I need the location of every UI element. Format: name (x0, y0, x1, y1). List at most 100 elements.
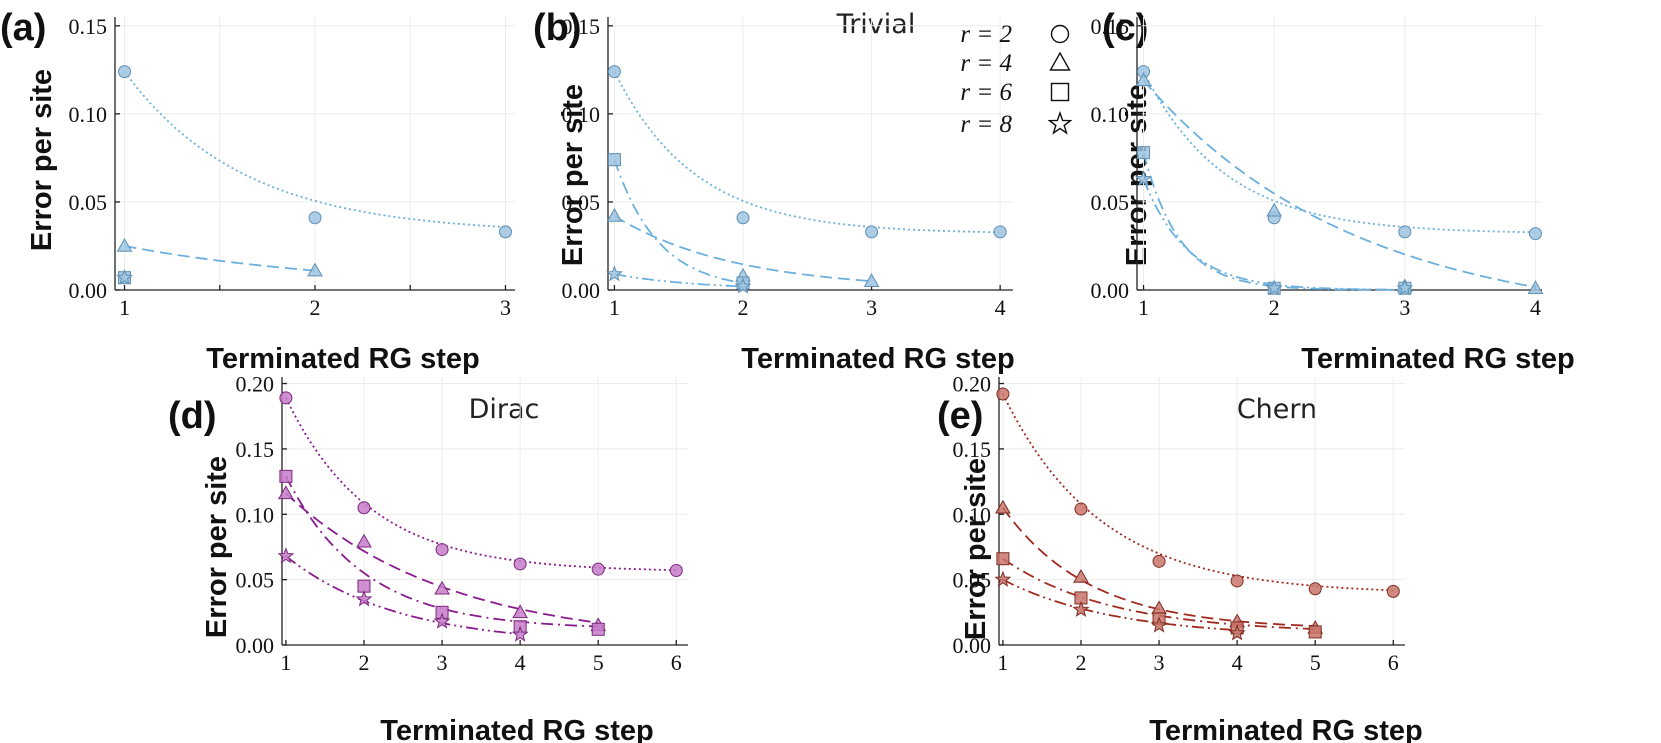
panel-c-point-r8-0 (1135, 170, 1153, 187)
panel-a-point-r8-0 (116, 268, 134, 285)
panel-c-ytick-label-0: 0.00 (1091, 278, 1130, 303)
panel-a-point-r4-1 (307, 262, 323, 277)
panel-e-point-r2-4 (1308, 582, 1322, 596)
panel-e-point-r2-2 (1152, 554, 1166, 568)
panel-e-point-r2-5 (1386, 584, 1400, 598)
panel-e-xtick-label-4: 5 (1310, 650, 1321, 675)
panel-d-point-r8-3 (511, 625, 529, 642)
panel-c-xlabel: Terminated RG step (1301, 343, 1574, 375)
panel-e-ylabel: Error per site (960, 458, 992, 640)
panel-c-xtick-label-1: 2 (1269, 295, 1280, 320)
panel-e-line-r8 (1002, 578, 1238, 631)
panel-b-line-r4 (613, 215, 872, 282)
panel-d-ytick-label-1: 0.05 (236, 568, 275, 593)
panel-b-point-r2-3 (993, 225, 1007, 239)
panel-a-point-r2-1 (308, 211, 322, 225)
panel-b-point-r2-0 (607, 65, 621, 79)
panel-d-xtick-label-4: 5 (593, 650, 604, 675)
panel-b-point-r4-0 (606, 208, 623, 222)
legend-entry-r8: r = 8 (960, 110, 1073, 138)
panel-b-line-r6 (613, 159, 744, 284)
panel-e-point-r2-3 (1230, 574, 1244, 588)
panel-b: (b) Trivial Terminated RG step Error per… (533, 7, 1015, 375)
panel-e-point-r8-3 (1228, 624, 1246, 641)
panel-a-xlabel: Terminated RG step (206, 343, 479, 375)
panel-d-point-r2-0 (279, 391, 293, 405)
panel-b-point-r2-1 (736, 211, 750, 225)
panel-e-point-r6-0 (996, 552, 1010, 566)
panel-e-point-r4-0 (995, 499, 1011, 514)
panel-c-xtick-label-2: 3 (1399, 295, 1410, 320)
panel-d-label: (d) (168, 395, 217, 437)
panel-b-ytick-label-1: 0.05 (562, 190, 601, 215)
panel-b-xtick-label-1: 2 (738, 295, 749, 320)
panel-c-point-r4-0 (1135, 72, 1152, 87)
legend-label-r2: r = 2 (960, 21, 1012, 48)
panel-e: (e) Chern Terminated RG step Error per s… (937, 372, 1423, 743)
panel-c-ytick-label-2: 0.10 (1091, 102, 1130, 127)
panel-b-line-r2 (613, 71, 1001, 234)
panel-a-ytick-label-3: 0.15 (69, 14, 108, 39)
panel-e-ytick-label-1: 0.05 (953, 568, 992, 593)
panel-d-ylabel: Error per site (201, 456, 233, 638)
panel-d-xtick-label-1: 2 (358, 650, 369, 675)
panel-a-xtick-label-1: 2 (310, 295, 321, 320)
panel-e-xtick-label-1: 2 (1075, 650, 1086, 675)
legend-circle-icon (1050, 24, 1070, 44)
panel-b-label: (b) (533, 7, 582, 49)
panel-d-xlabel: Terminated RG step (380, 715, 653, 743)
panel-e-xtick-label-2: 3 (1154, 650, 1165, 675)
panel-a-point-r2-0 (118, 65, 132, 79)
panel-d-line-r2 (285, 397, 677, 571)
panel-b-xtick-label-2: 3 (866, 295, 877, 320)
panel-a-ylabel: Error per site (26, 69, 58, 251)
panel-d-xtick-label-2: 3 (437, 650, 448, 675)
panel-d-ytick-label-0: 0.00 (236, 633, 275, 658)
panel-d-point-r8-1 (355, 590, 373, 607)
panel-a-label: (a) (0, 7, 46, 49)
panel-b-xtick-label-3: 4 (995, 295, 1006, 320)
panel-a-ytick-label-1: 0.05 (69, 190, 108, 215)
panel-a-xtick-label-0: 1 (119, 295, 130, 320)
panel-a-line-r2 (123, 71, 506, 228)
legend-entry-r2: r = 2 (960, 21, 1070, 48)
legend-label-r8: r = 8 (960, 111, 1012, 138)
panel-e-ytick-label-4: 0.20 (953, 372, 992, 397)
panel-d-point-r4-3 (512, 604, 528, 619)
panel-e-point-r6-4 (1308, 625, 1322, 639)
panel-e-point-r4-1 (1073, 569, 1089, 583)
panel-c-point-r8-1 (1265, 279, 1283, 296)
panel-b-line-r8 (614, 273, 744, 288)
legend-label-r6: r = 6 (960, 79, 1012, 106)
panel-a-point-r2-2 (498, 225, 512, 239)
panel-d-point-r2-2 (435, 543, 449, 557)
legend-triangle-icon (1049, 51, 1071, 71)
legend-label-r4: r = 4 (960, 50, 1012, 77)
panel-d-point-r4-0 (278, 485, 294, 500)
legend: r = 2 r = 4 r = 6 r = 8 (960, 21, 1073, 138)
panel-e-ytick-label-2: 0.10 (953, 502, 992, 527)
panel-d-point-r2-4 (591, 562, 605, 576)
panel-d-point-r4-1 (356, 533, 372, 548)
panel-d-xtick-label-0: 1 (280, 650, 291, 675)
panel-a-line-r4 (124, 245, 316, 272)
panel-b-ytick-label-3: 0.15 (562, 14, 601, 39)
panel-e-ytick-label-0: 0.00 (953, 633, 992, 658)
panel-d-point-r2-3 (513, 557, 527, 571)
legend-entry-r6: r = 6 (960, 79, 1070, 106)
panel-e-xtick-label-3: 4 (1232, 650, 1243, 675)
panel-b-point-r8-0 (605, 265, 623, 282)
panel-b-title: Trivial (836, 9, 916, 40)
panel-b-xtick-label-0: 1 (609, 295, 620, 320)
legend-star-icon (1047, 110, 1073, 135)
panel-d-ytick-label-2: 0.10 (236, 502, 275, 527)
panel-a-xtick-label-2: 3 (500, 295, 511, 320)
panel-d-point-r4-2 (434, 580, 450, 595)
panel-d-point-r2-5 (669, 563, 683, 577)
panel-d-line-r6 (285, 475, 599, 628)
panel-d-point-r2-1 (357, 501, 371, 515)
panel-c-point-r6-0 (1137, 146, 1151, 160)
panel-c-point-r2-3 (1528, 227, 1542, 241)
